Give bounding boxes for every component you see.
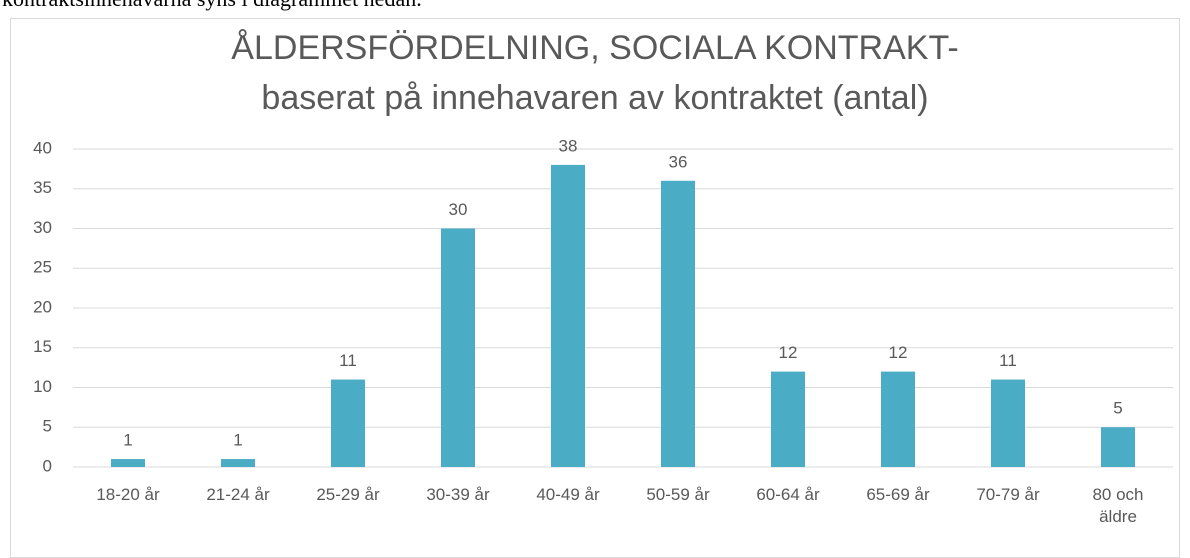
data-label: 36 [669, 152, 688, 171]
bar [221, 459, 255, 467]
x-tick-label: 80 och äldre [1092, 485, 1144, 526]
bar [331, 379, 365, 467]
data-label: 11 [339, 351, 357, 370]
y-tick-label: 20 [33, 297, 52, 316]
x-tick-label: 21-24 år [206, 485, 270, 504]
bar [441, 228, 475, 467]
x-tick-label: 30-39 år [426, 485, 490, 504]
data-label: 1 [233, 431, 242, 450]
x-tick-label: 70-79 år [976, 485, 1040, 504]
y-tick-label: 0 [43, 456, 52, 475]
y-tick-label: 5 [43, 417, 52, 436]
x-tick-label: 65-69 år [866, 485, 930, 504]
y-tick-label: 40 [33, 138, 52, 157]
data-label: 1 [123, 431, 132, 450]
data-label: 38 [559, 136, 578, 155]
bar [991, 379, 1025, 467]
data-label: 12 [779, 343, 798, 362]
bar [881, 371, 915, 467]
x-tick-label: 60-64 år [756, 485, 820, 504]
data-label: 11 [999, 351, 1017, 370]
data-label: 5 [1113, 399, 1122, 418]
data-label: 12 [889, 343, 908, 362]
y-tick-label: 15 [33, 337, 52, 356]
bar [111, 459, 145, 467]
y-tick-label: 30 [33, 218, 52, 237]
intro-text: kontraktsinnehavarna syns i diagrammet n… [2, 0, 422, 12]
x-tick-label: 18-20 år [96, 485, 160, 504]
y-tick-label: 25 [33, 258, 52, 277]
x-tick-label: 40-49 år [536, 485, 600, 504]
bar [551, 164, 585, 467]
bar [661, 180, 695, 468]
data-label: 30 [449, 200, 468, 219]
x-tick-label: 50-59 år [646, 485, 710, 504]
x-tick-label: 25-29 år [316, 485, 380, 504]
bar [771, 371, 805, 467]
chart-subtitle: baserat på innehavaren av kontraktet (an… [261, 79, 928, 117]
chart-title: ÅLDERSFÖRDELNING, SOCIALA KONTRAKT- [231, 29, 958, 67]
bar [1101, 427, 1135, 467]
y-tick-label: 35 [33, 178, 52, 197]
y-tick-label: 10 [33, 377, 52, 396]
